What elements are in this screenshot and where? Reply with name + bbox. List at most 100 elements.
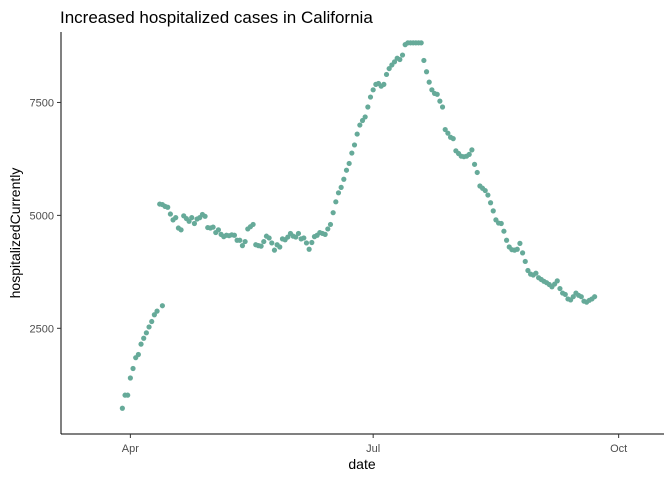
data-point xyxy=(327,221,334,228)
data-point xyxy=(189,215,195,221)
data-point xyxy=(277,244,283,250)
x-axis-title: date xyxy=(348,456,375,472)
data-point xyxy=(138,341,144,347)
data-point xyxy=(269,240,275,246)
data-point xyxy=(359,117,366,124)
data-point xyxy=(202,213,208,219)
data-point xyxy=(578,294,584,300)
data-point xyxy=(266,235,272,241)
data-point xyxy=(490,208,496,214)
data-point xyxy=(293,234,299,240)
data-point xyxy=(517,240,523,246)
data-point xyxy=(383,71,390,78)
data-point xyxy=(450,136,456,142)
data-point xyxy=(485,192,491,198)
data-point xyxy=(306,246,312,252)
data-point xyxy=(215,227,222,233)
data-point xyxy=(325,226,331,232)
chart-title: Increased hospitalized cases in Californ… xyxy=(60,8,373,27)
data-point xyxy=(487,200,494,206)
data-point xyxy=(335,190,342,196)
y-tick-label: 7500 xyxy=(30,97,54,109)
data-point xyxy=(271,247,278,253)
data-point xyxy=(437,98,443,104)
data-point xyxy=(125,392,131,398)
data-point xyxy=(445,130,451,136)
data-point xyxy=(519,250,526,256)
x-tick-label: Apr xyxy=(122,443,139,455)
data-point xyxy=(501,228,507,234)
data-point xyxy=(237,237,243,243)
x-axis-ticks: Apr Jul Oct xyxy=(122,434,627,455)
data-point xyxy=(141,335,147,341)
data-point xyxy=(365,104,371,110)
data-point xyxy=(570,294,576,300)
data-point xyxy=(303,240,310,246)
data-point xyxy=(474,169,480,176)
data-point xyxy=(469,147,475,153)
data-point xyxy=(514,246,520,252)
y-axis-ticks: 2500 5000 7500 xyxy=(30,97,61,335)
data-point xyxy=(386,65,392,72)
y-axis-title: hospitalizedCurrently xyxy=(7,168,23,299)
data-point xyxy=(522,258,528,265)
data-point xyxy=(151,312,157,318)
data-point xyxy=(399,52,406,58)
data-point xyxy=(250,221,256,228)
data-point xyxy=(239,243,246,249)
data-point xyxy=(338,184,344,190)
data-point xyxy=(525,267,531,274)
data-point xyxy=(167,211,173,217)
x-tick-label: Jul xyxy=(366,443,380,455)
data-point xyxy=(285,234,291,240)
data-point xyxy=(330,210,336,216)
data-point xyxy=(143,330,149,336)
data-point xyxy=(301,235,307,241)
data-point xyxy=(482,187,488,194)
data-point xyxy=(346,160,352,167)
data-point xyxy=(554,278,560,284)
data-point xyxy=(592,294,598,300)
data-point xyxy=(341,176,347,182)
data-point xyxy=(178,227,184,233)
data-point xyxy=(367,94,374,100)
data-point xyxy=(351,142,358,148)
points-layer xyxy=(119,40,598,411)
data-point xyxy=(557,285,563,292)
data-point xyxy=(231,232,238,238)
data-point xyxy=(349,150,355,156)
data-point xyxy=(421,57,427,64)
data-point xyxy=(127,375,133,381)
data-point xyxy=(130,365,136,372)
data-point xyxy=(423,69,430,75)
data-point xyxy=(322,231,328,237)
data-point xyxy=(370,87,376,93)
data-point xyxy=(466,151,472,158)
data-point xyxy=(210,224,216,230)
data-point xyxy=(261,238,267,245)
data-point xyxy=(381,81,387,87)
data-point xyxy=(135,351,141,358)
data-point xyxy=(397,56,403,63)
data-point xyxy=(434,91,440,97)
data-point xyxy=(562,291,568,298)
data-point xyxy=(295,230,302,237)
data-point xyxy=(343,167,350,173)
data-point xyxy=(165,204,171,210)
data-point xyxy=(439,104,446,110)
data-point xyxy=(186,218,192,224)
data-point xyxy=(146,324,152,330)
data-point xyxy=(159,303,165,309)
data-point xyxy=(498,220,504,227)
data-point xyxy=(471,161,478,167)
data-point xyxy=(191,220,198,227)
data-point xyxy=(442,126,448,133)
data-point xyxy=(503,237,510,243)
data-point xyxy=(533,270,539,276)
data-point xyxy=(354,131,360,137)
data-point xyxy=(357,122,363,128)
data-point xyxy=(154,308,160,314)
data-point xyxy=(173,215,179,221)
data-point xyxy=(333,199,339,205)
